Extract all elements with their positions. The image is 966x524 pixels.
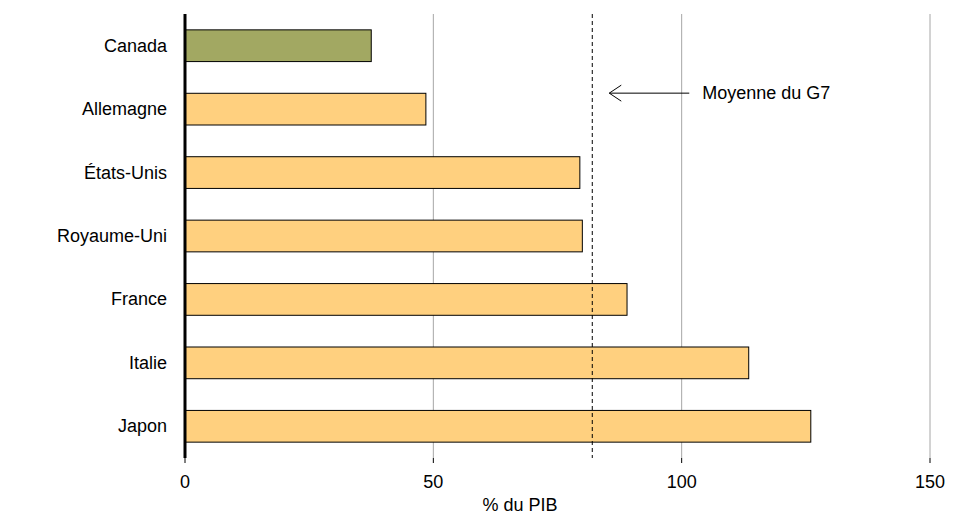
- annotation-arrowhead: [609, 85, 621, 101]
- bar: [185, 93, 426, 125]
- average-line: [592, 14, 593, 458]
- tick-label: 100: [667, 472, 697, 492]
- tick-label: 50: [423, 472, 443, 492]
- category-label: Japon: [118, 416, 167, 436]
- tick-mark: [681, 458, 682, 463]
- category-label: Royaume-Uni: [57, 226, 167, 246]
- bar: [185, 284, 627, 316]
- bar: [185, 30, 371, 62]
- tick-mark: [930, 458, 931, 463]
- tick-mark: [433, 458, 434, 463]
- category-label: Allemagne: [82, 99, 167, 119]
- category-label: États-Unis: [84, 163, 167, 183]
- category-label: France: [111, 289, 167, 309]
- category-label: Canada: [104, 36, 168, 56]
- bar: [185, 410, 811, 442]
- y-axis-line: [184, 14, 187, 458]
- tick-label: 0: [180, 472, 190, 492]
- bar: [185, 157, 580, 189]
- chart-svg: 0 50 100 150 Canada Allemagne États-Unis Royaum…: [0, 0, 966, 524]
- grid-line: [681, 14, 682, 458]
- grid-line: [930, 14, 931, 458]
- category-label: Italie: [129, 353, 167, 373]
- x-axis-label: % du PIB: [482, 495, 557, 515]
- annotation-label: Moyenne du G7: [702, 83, 830, 103]
- tick-label: 150: [915, 472, 945, 492]
- tick-mark: [185, 458, 186, 463]
- annotation-arrow: [609, 93, 689, 94]
- chart-container: 0 50 100 150 Canada Allemagne États-Unis Royaum…: [0, 0, 966, 524]
- bar: [185, 220, 582, 252]
- bar: [185, 347, 749, 379]
